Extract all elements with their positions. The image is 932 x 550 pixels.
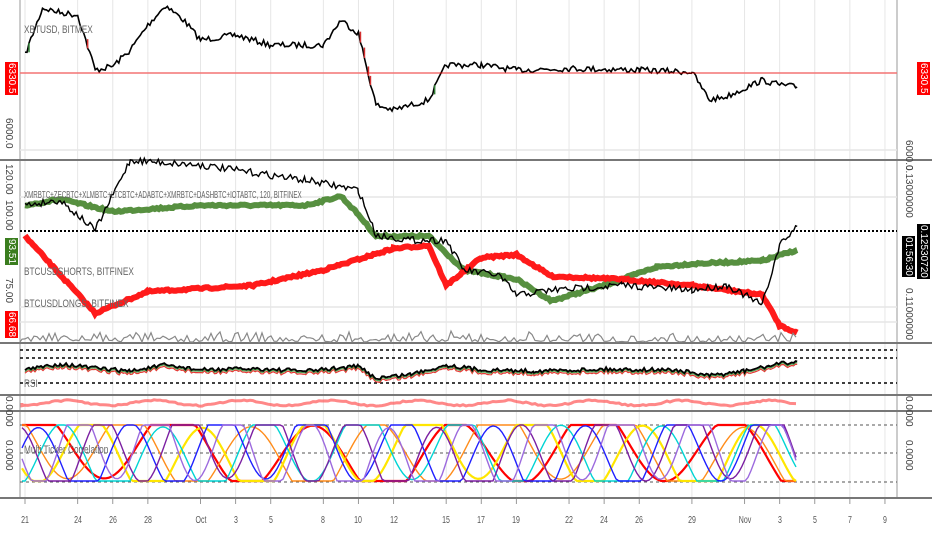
x-tick-label: 8 [321, 515, 326, 526]
price-last-left: 6330.5 [5, 62, 18, 95]
osc-right-label: 0.0000 [903, 396, 914, 427]
ratio-left-120: 120.00 [3, 164, 14, 195]
ratio-pane-title: XMRBTC+ZECBTC+XLMBTC+LTCBTC+ADABTC+XMRBT… [24, 190, 302, 201]
longs-last-left: 66.68 [5, 311, 18, 339]
ratio-right-013: 0.13000000 [903, 165, 914, 218]
x-tick-label: 22 [565, 515, 573, 526]
x-tick-label: 26 [108, 515, 117, 526]
osc-band [20, 398, 797, 408]
price-last-right: 6330.5 [917, 62, 930, 95]
x-tick-label: 3 [233, 515, 238, 526]
x-tick-label: 21 [21, 515, 29, 526]
rsi-ma-line [24, 362, 798, 382]
corr-series-line [21, 424, 797, 482]
x-tick-label: 5 [268, 515, 273, 526]
longs-series-band [22, 233, 799, 336]
x-tick-label: 24 [600, 515, 609, 526]
ratio-series-line [24, 156, 798, 306]
x-tick-label: Nov [738, 515, 751, 526]
shorts-series-band [24, 193, 799, 305]
corr-series-line [22, 423, 796, 483]
x-tick-label: 9 [882, 515, 887, 526]
countdown-label: 01:56:30 [902, 236, 915, 277]
x-tick-label: 5 [812, 515, 817, 526]
osc-left-label: 0.0000 [3, 396, 14, 427]
price-series-line [24, 5, 798, 113]
ratio-right-011: 0.11000000 [903, 288, 914, 341]
x-tick-label: 28 [143, 515, 152, 526]
ratio-left-100: 100.00 [3, 200, 14, 231]
corr-right-label: 0.0000 [903, 440, 914, 471]
corr-series-line [21, 424, 797, 482]
x-tick-label: 7 [847, 515, 852, 526]
rsi-title: RSI [24, 378, 38, 390]
ratio-last-right: 0.12530720 [917, 224, 930, 279]
shorts-last-left: 93.51 [5, 238, 18, 266]
longs-title: BTCUSDLONGS, BITFINEX [24, 298, 129, 310]
rsi-line [24, 360, 798, 381]
x-tick-label: 3 [777, 515, 782, 526]
corr-left-label: 0.0000 [3, 440, 14, 471]
price-pane-title: XBTUSD, BITMEX [24, 24, 93, 36]
x-tick-label: 15 [442, 515, 451, 526]
corr-series-line [21, 424, 797, 482]
x-tick-label: 24 [73, 515, 82, 526]
x-tick-label: 26 [635, 515, 644, 526]
x-tick-label: 10 [354, 515, 363, 526]
x-tick-label: 17 [477, 515, 486, 526]
ratio-left-75: 75.00 [3, 278, 14, 304]
longs-small-series [19, 329, 797, 344]
corr-title: Multi Ticker Correlation [24, 444, 109, 456]
price-left-6000: 6000.0 [3, 118, 14, 149]
x-tick-label: Oct [195, 515, 206, 526]
x-tick-label: 29 [687, 515, 696, 526]
rsi-signal-line [24, 363, 798, 384]
x-tick-label: 12 [389, 515, 398, 526]
shorts-title: BTCUSDSHORTS, BITFINEX [24, 266, 134, 278]
x-tick-label: 19 [512, 515, 521, 526]
